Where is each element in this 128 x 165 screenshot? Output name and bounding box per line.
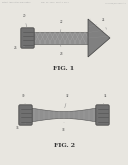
- Text: 36: 36: [16, 123, 25, 130]
- Text: 34: 34: [103, 94, 108, 104]
- FancyBboxPatch shape: [19, 105, 32, 125]
- Text: 30: 30: [22, 94, 26, 104]
- Text: 28: 28: [60, 44, 64, 56]
- Text: Patent Application Publication: Patent Application Publication: [2, 2, 30, 3]
- Text: 20: 20: [22, 14, 27, 27]
- Text: 32: 32: [65, 94, 70, 108]
- FancyBboxPatch shape: [21, 28, 34, 48]
- Text: Sep. 22, 2005  Sheet 1 of 11: Sep. 22, 2005 Sheet 1 of 11: [41, 2, 69, 3]
- FancyBboxPatch shape: [96, 105, 109, 125]
- Text: 26: 26: [14, 46, 25, 50]
- Text: 24: 24: [102, 18, 106, 29]
- Text: 22: 22: [60, 20, 64, 32]
- Polygon shape: [31, 108, 97, 122]
- Text: FIG. 2: FIG. 2: [54, 143, 74, 148]
- Text: FIG. 1: FIG. 1: [53, 66, 75, 71]
- Polygon shape: [88, 19, 110, 57]
- Bar: [33, 32, 88, 44]
- Text: 38: 38: [62, 122, 66, 132]
- Text: US 2005/0000000 A1: US 2005/0000000 A1: [105, 2, 126, 4]
